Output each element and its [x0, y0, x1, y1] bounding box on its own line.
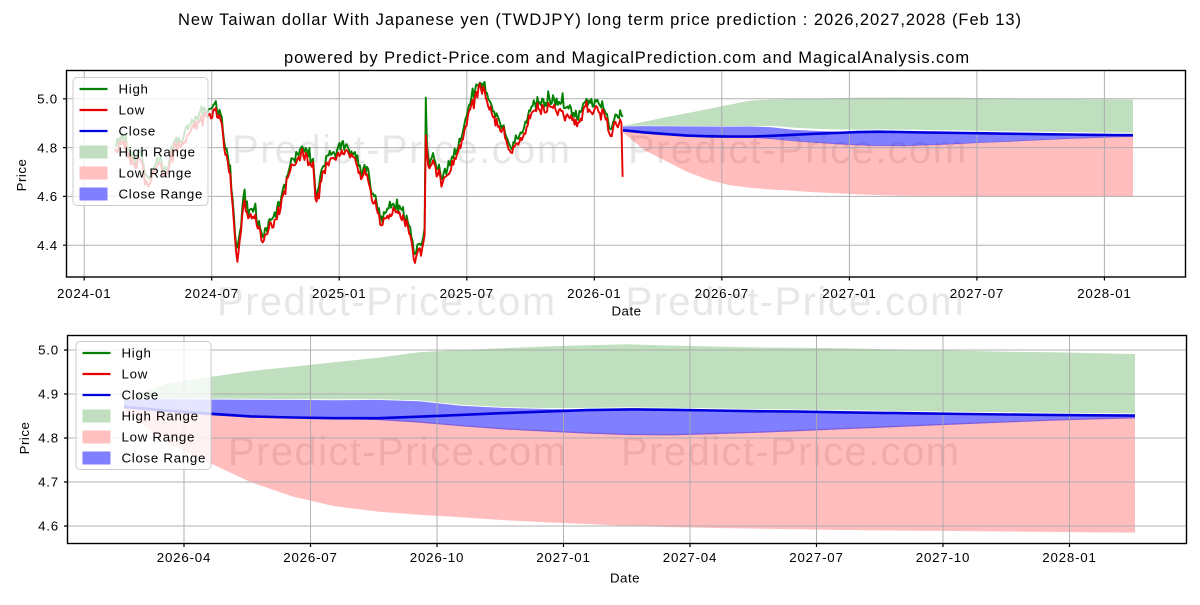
svg-text:Close Range: Close Range — [122, 451, 207, 466]
svg-text:5.0: 5.0 — [37, 92, 58, 107]
svg-text:2027-01: 2027-01 — [822, 286, 876, 301]
svg-text:Price: Price — [14, 159, 29, 192]
svg-text:High: High — [122, 346, 152, 361]
svg-text:Close Range: Close Range — [119, 187, 204, 202]
svg-text:4.7: 4.7 — [38, 475, 59, 490]
svg-text:2025-01: 2025-01 — [312, 286, 366, 301]
svg-text:Predict-Price.com: Predict-Price.com — [217, 280, 556, 324]
svg-text:2027-07: 2027-07 — [950, 286, 1004, 301]
svg-text:Low Range: Low Range — [119, 166, 193, 181]
svg-text:Price: Price — [17, 422, 32, 455]
svg-text:High: High — [119, 82, 149, 97]
svg-text:High Range: High Range — [122, 409, 199, 424]
svg-text:powered by Predict-Price.com a: powered by Predict-Price.com and Magical… — [284, 49, 970, 67]
svg-text:4.6: 4.6 — [38, 519, 59, 534]
svg-text:2024-01: 2024-01 — [57, 286, 111, 301]
svg-text:4.8: 4.8 — [37, 140, 58, 155]
svg-text:2027-07: 2027-07 — [789, 550, 843, 565]
svg-text:4.9: 4.9 — [38, 387, 59, 402]
svg-text:2026-07: 2026-07 — [283, 550, 337, 565]
svg-text:Close: Close — [122, 388, 160, 403]
svg-text:Low Range: Low Range — [122, 430, 196, 445]
svg-text:2024-07: 2024-07 — [184, 286, 238, 301]
svg-text:2025-07: 2025-07 — [440, 286, 494, 301]
svg-text:2028-01: 2028-01 — [1077, 286, 1131, 301]
svg-text:2026-01: 2026-01 — [567, 286, 621, 301]
svg-text:High Range: High Range — [119, 145, 196, 160]
svg-text:2027-10: 2027-10 — [916, 550, 970, 565]
svg-text:Date: Date — [611, 304, 641, 319]
svg-text:Low: Low — [122, 367, 149, 382]
svg-text:2027-01: 2027-01 — [536, 550, 590, 565]
svg-text:2026-07: 2026-07 — [695, 286, 749, 301]
svg-text:2026-04: 2026-04 — [157, 550, 211, 565]
svg-text:2026-10: 2026-10 — [410, 550, 464, 565]
svg-text:Low: Low — [119, 103, 146, 118]
svg-text:4.8: 4.8 — [38, 431, 59, 446]
svg-text:4.6: 4.6 — [37, 189, 58, 204]
svg-text:4.4: 4.4 — [37, 238, 58, 253]
svg-text:New Taiwan dollar With Japanes: New Taiwan dollar With Japanese yen (TWD… — [178, 11, 1022, 29]
svg-text:Date: Date — [610, 571, 640, 586]
svg-text:Close: Close — [119, 124, 157, 139]
svg-text:2028-01: 2028-01 — [1042, 550, 1096, 565]
svg-text:2027-04: 2027-04 — [663, 550, 717, 565]
svg-text:Predict-Price.com: Predict-Price.com — [626, 280, 965, 324]
svg-text:5.0: 5.0 — [38, 343, 59, 358]
svg-text:Predict-Price.com: Predict-Price.com — [228, 430, 567, 474]
svg-text:Predict-Price.com: Predict-Price.com — [621, 430, 960, 474]
